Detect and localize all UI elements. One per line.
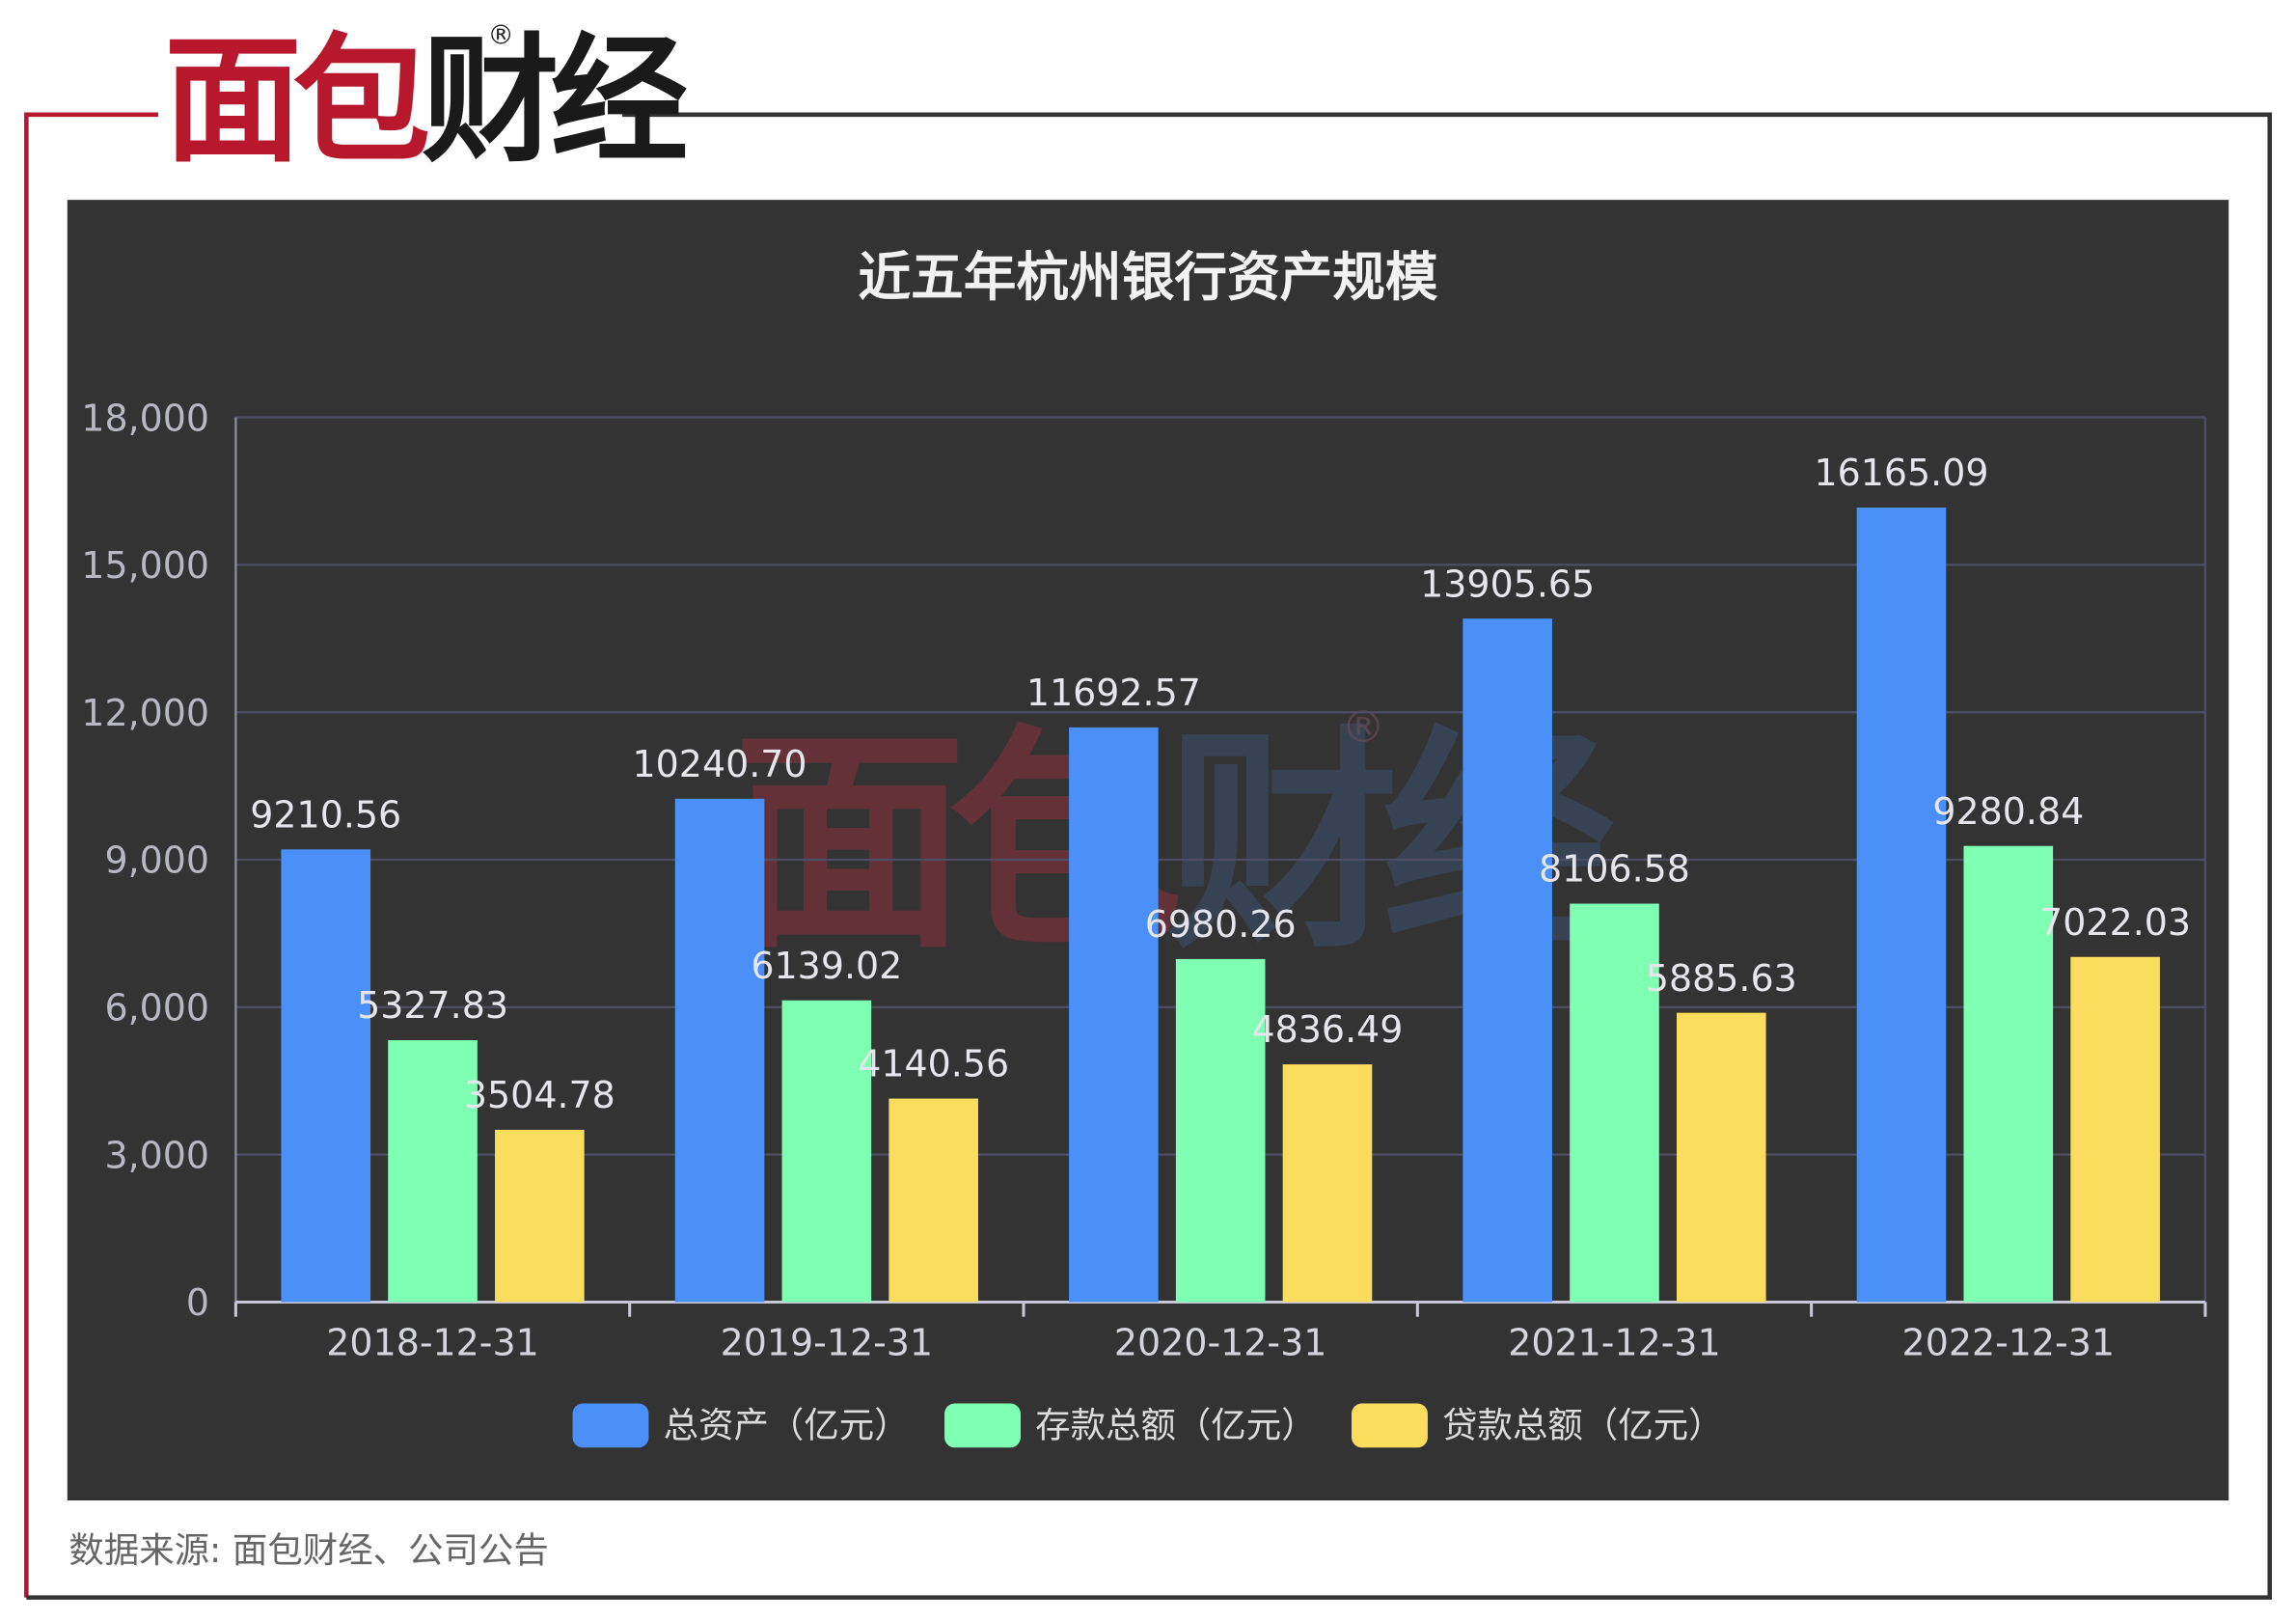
bar bbox=[1069, 727, 1159, 1303]
legend-swatch-total-assets bbox=[572, 1403, 649, 1448]
y-tick-label: 18,000 bbox=[81, 397, 209, 439]
x-tick-label: 2018-12-31 bbox=[326, 1321, 538, 1363]
bar bbox=[281, 849, 371, 1303]
source-note: 数据来源: 面包财经、公司公告 bbox=[68, 1529, 549, 1572]
frame-line-right bbox=[26, 112, 2273, 1600]
legend-label-total-assets: 总资产（亿元） bbox=[663, 1405, 910, 1446]
legend-swatch-loans bbox=[1352, 1403, 1428, 1448]
legend-item-deposits[interactable]: 存款总额（亿元） bbox=[944, 1396, 1317, 1455]
legend-label-deposits: 存款总额（亿元） bbox=[1035, 1405, 1317, 1446]
y-tick-label: 0 bbox=[186, 1281, 209, 1324]
bar bbox=[1856, 508, 1947, 1303]
y-tick-label: 12,000 bbox=[81, 692, 209, 734]
watermark-registered-icon: ® bbox=[1341, 702, 1385, 755]
bar bbox=[495, 1129, 585, 1303]
x-tick-label: 2021-12-31 bbox=[1508, 1321, 1720, 1363]
bar bbox=[2070, 956, 2160, 1303]
data-label: 3504.78 bbox=[464, 1074, 615, 1116]
x-tick-label: 2019-12-31 bbox=[721, 1321, 933, 1363]
brand-logo-red-part: 面包 bbox=[164, 21, 430, 182]
data-label: 16165.09 bbox=[1814, 452, 1988, 494]
brand-logo: 面包财经 bbox=[164, 21, 688, 182]
chart-title: 近五年杭州银行资产规模 bbox=[858, 248, 1438, 309]
data-label: 6139.02 bbox=[751, 945, 902, 987]
data-label: 9280.84 bbox=[1932, 790, 2084, 833]
data-label: 11692.57 bbox=[1026, 672, 1201, 714]
data-label: 6980.26 bbox=[1145, 903, 1297, 946]
chart-legend: 总资产（亿元） 存款总额（亿元） 贷款总额（亿元） bbox=[0, 1396, 2296, 1455]
data-label: 7022.03 bbox=[2039, 901, 2191, 944]
y-tick-label: 6,000 bbox=[104, 986, 209, 1029]
bar bbox=[1570, 903, 1659, 1303]
legend-swatch-deposits bbox=[944, 1403, 1021, 1448]
bar bbox=[388, 1040, 478, 1303]
data-label: 5885.63 bbox=[1646, 957, 1797, 1000]
data-label: 5327.83 bbox=[357, 984, 508, 1027]
data-label: 8106.58 bbox=[1539, 848, 1690, 891]
legend-item-total-assets[interactable]: 总资产（亿元） bbox=[572, 1396, 910, 1455]
frame-line-left bbox=[24, 112, 158, 1598]
legend-label-loans: 贷款总额（亿元） bbox=[1442, 1405, 1724, 1446]
data-label: 9210.56 bbox=[250, 793, 401, 836]
data-label: 4140.56 bbox=[858, 1043, 1009, 1085]
bar bbox=[888, 1098, 978, 1303]
registered-mark-icon: ® bbox=[487, 20, 514, 52]
x-tick-label: 2022-12-31 bbox=[1902, 1321, 2115, 1363]
bar bbox=[1462, 618, 1552, 1303]
bar bbox=[674, 798, 765, 1303]
data-label: 4836.49 bbox=[1252, 1008, 1404, 1051]
bar bbox=[1175, 958, 1266, 1303]
bar bbox=[781, 1000, 872, 1303]
bar bbox=[1282, 1064, 1373, 1303]
bar bbox=[1676, 1012, 1766, 1303]
data-label: 10240.70 bbox=[633, 743, 807, 785]
y-tick-label: 15,000 bbox=[81, 544, 209, 587]
brand-logo-dark-part: 财经 bbox=[422, 21, 688, 182]
bar bbox=[1963, 845, 2054, 1303]
legend-item-loans[interactable]: 贷款总额（亿元） bbox=[1352, 1396, 1724, 1455]
data-label: 13905.65 bbox=[1420, 563, 1595, 605]
x-tick-label: 2020-12-31 bbox=[1114, 1321, 1326, 1363]
y-tick-label: 9,000 bbox=[104, 839, 209, 882]
y-tick-label: 3,000 bbox=[104, 1134, 209, 1176]
